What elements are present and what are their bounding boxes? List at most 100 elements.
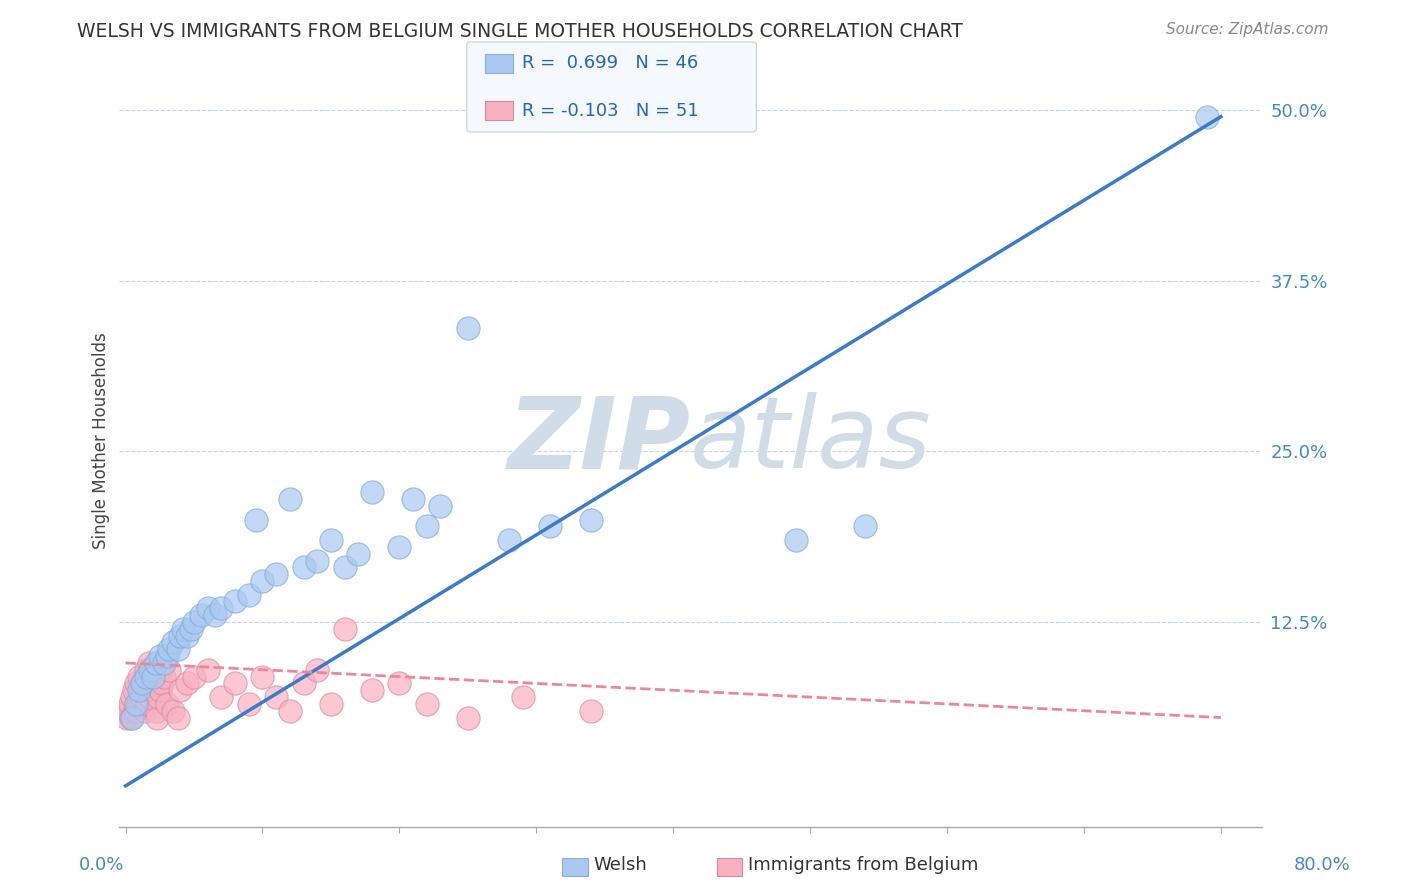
Point xyxy=(162,635,184,649)
Point xyxy=(115,710,138,724)
Text: atlas: atlas xyxy=(690,392,932,490)
Point xyxy=(183,615,205,629)
Point xyxy=(157,663,180,677)
Point xyxy=(252,670,274,684)
Point xyxy=(579,512,602,526)
Point xyxy=(538,519,561,533)
Point xyxy=(127,697,149,711)
Point xyxy=(1197,110,1219,124)
Point xyxy=(388,540,411,554)
Point xyxy=(132,676,155,690)
Point xyxy=(125,697,148,711)
Point xyxy=(166,642,188,657)
Text: Source: ZipAtlas.com: Source: ZipAtlas.com xyxy=(1166,22,1329,37)
Point xyxy=(319,533,342,547)
Point xyxy=(162,704,184,718)
Point xyxy=(264,567,287,582)
Point xyxy=(141,676,163,690)
Point xyxy=(579,704,602,718)
Point xyxy=(307,553,329,567)
Point xyxy=(264,690,287,704)
Point xyxy=(333,560,356,574)
Text: Immigrants from Belgium: Immigrants from Belgium xyxy=(748,856,979,874)
Point xyxy=(292,560,315,574)
Point xyxy=(139,663,162,677)
Point xyxy=(785,533,807,547)
Text: WELSH VS IMMIGRANTS FROM BELGIUM SINGLE MOTHER HOUSEHOLDS CORRELATION CHART: WELSH VS IMMIGRANTS FROM BELGIUM SINGLE … xyxy=(77,22,963,41)
Text: R = -0.103   N = 51: R = -0.103 N = 51 xyxy=(522,102,699,120)
Point xyxy=(197,601,219,615)
Point xyxy=(224,594,246,608)
Point xyxy=(176,676,198,690)
Point xyxy=(146,710,169,724)
Point xyxy=(180,622,202,636)
Point xyxy=(498,533,520,547)
Point xyxy=(224,676,246,690)
Point xyxy=(155,697,177,711)
Point xyxy=(429,499,451,513)
Point xyxy=(333,622,356,636)
Point xyxy=(361,485,384,500)
Point xyxy=(853,519,876,533)
Point xyxy=(145,704,167,718)
Text: R =  0.699   N = 46: R = 0.699 N = 46 xyxy=(522,54,697,72)
Point xyxy=(131,676,153,690)
Point xyxy=(122,683,145,698)
Point xyxy=(319,697,342,711)
Point xyxy=(148,690,170,704)
Point xyxy=(138,656,160,670)
Point xyxy=(361,683,384,698)
Point xyxy=(149,649,172,664)
Point xyxy=(388,676,411,690)
Point xyxy=(135,670,157,684)
Point xyxy=(209,690,232,704)
Point xyxy=(457,710,479,724)
Point xyxy=(209,601,232,615)
Point xyxy=(145,656,167,670)
Point xyxy=(142,683,165,698)
Point xyxy=(238,697,260,711)
Point xyxy=(197,663,219,677)
Point xyxy=(347,547,370,561)
Point xyxy=(252,574,274,588)
Point xyxy=(120,710,142,724)
Point xyxy=(149,683,172,698)
Point xyxy=(166,710,188,724)
Point xyxy=(278,704,301,718)
Point xyxy=(292,676,315,690)
Point xyxy=(152,676,174,690)
Point xyxy=(134,704,156,718)
Point xyxy=(153,656,176,670)
Point xyxy=(117,704,139,718)
Point xyxy=(129,690,152,704)
Point xyxy=(142,670,165,684)
Point xyxy=(121,710,143,724)
Text: 0.0%: 0.0% xyxy=(79,856,124,874)
Point xyxy=(118,697,141,711)
Point xyxy=(155,649,177,664)
Point xyxy=(135,663,157,677)
Point xyxy=(169,683,191,698)
Y-axis label: Single Mother Households: Single Mother Households xyxy=(93,333,110,549)
Point xyxy=(143,670,166,684)
Point xyxy=(416,697,439,711)
Point xyxy=(153,670,176,684)
Point xyxy=(238,588,260,602)
Point xyxy=(307,663,329,677)
Point xyxy=(136,697,159,711)
Point xyxy=(139,690,162,704)
Text: 80.0%: 80.0% xyxy=(1294,856,1350,874)
Text: Welsh: Welsh xyxy=(593,856,647,874)
Text: ZIP: ZIP xyxy=(508,392,690,490)
Point xyxy=(245,512,267,526)
Point xyxy=(278,491,301,506)
Point xyxy=(124,704,146,718)
Point xyxy=(183,670,205,684)
Point xyxy=(121,690,143,704)
Point xyxy=(128,683,150,698)
Point xyxy=(402,491,425,506)
Point xyxy=(512,690,534,704)
Point xyxy=(169,629,191,643)
Point xyxy=(204,608,226,623)
Point xyxy=(416,519,439,533)
